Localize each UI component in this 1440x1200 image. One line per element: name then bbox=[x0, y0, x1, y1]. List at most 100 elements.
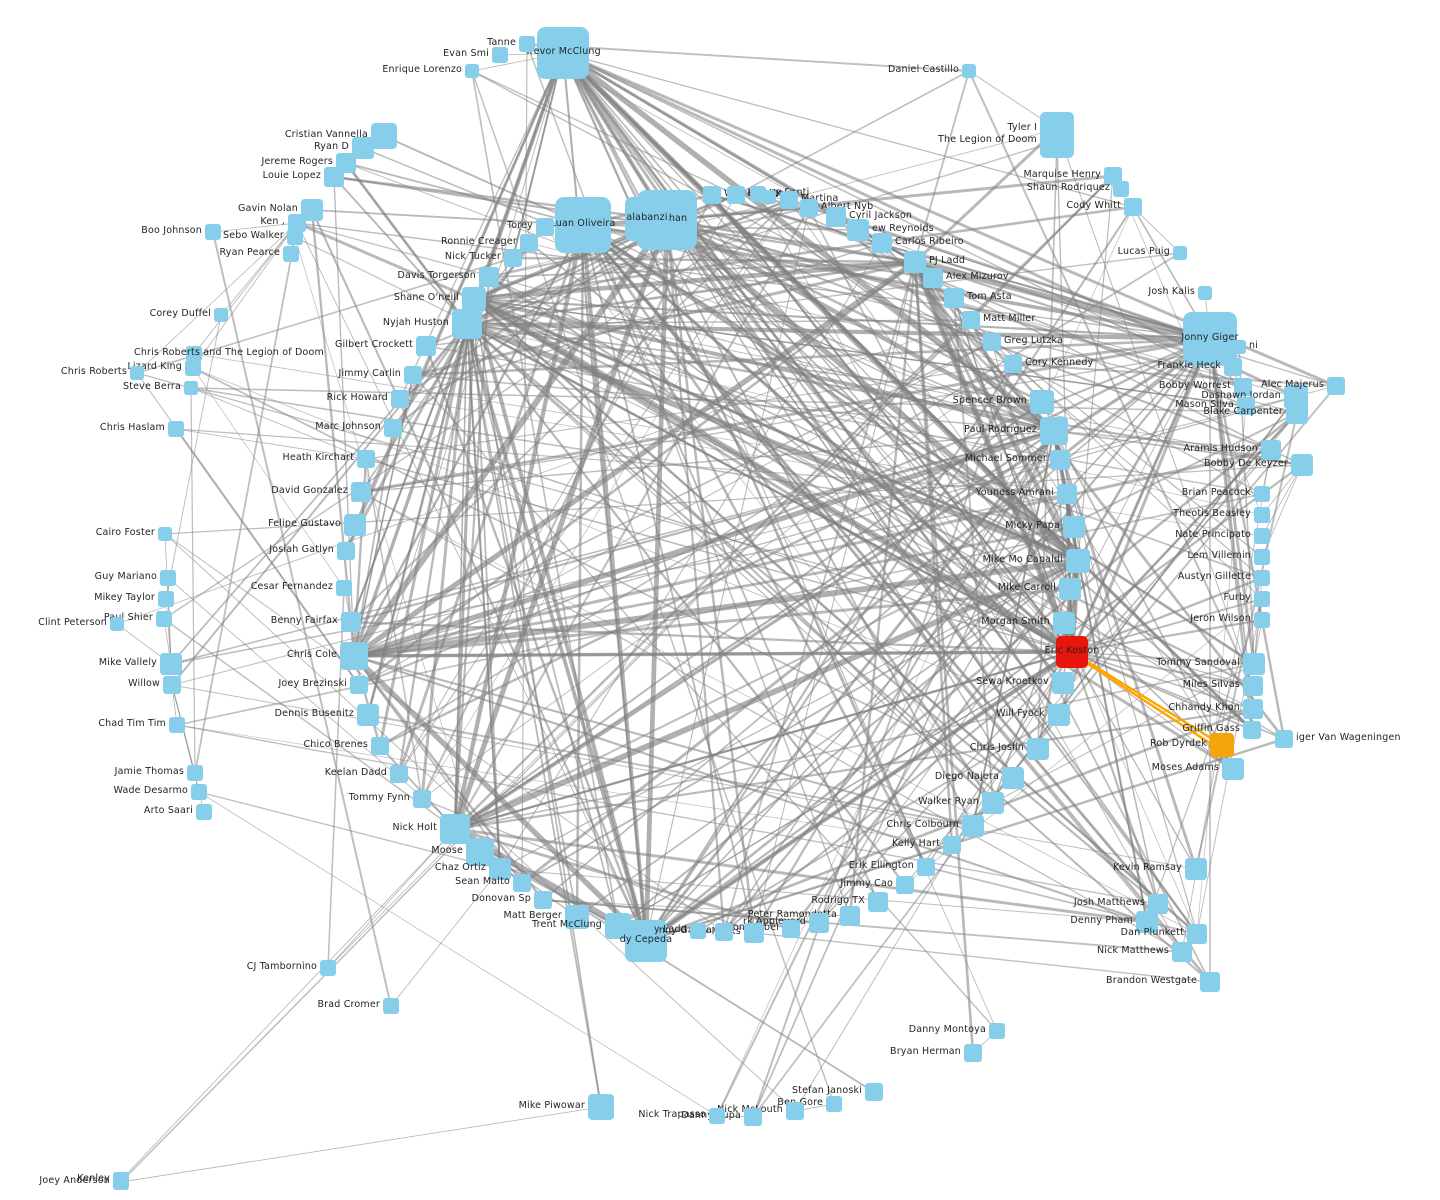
graph-node[interactable] bbox=[1113, 181, 1129, 197]
graph-node[interactable] bbox=[625, 197, 669, 241]
graph-node[interactable] bbox=[904, 251, 926, 273]
graph-node[interactable] bbox=[744, 1108, 762, 1126]
graph-node[interactable] bbox=[1052, 672, 1074, 694]
graph-node[interactable] bbox=[191, 784, 207, 800]
graph-node[interactable] bbox=[1275, 730, 1293, 748]
graph-node[interactable] bbox=[982, 792, 1004, 814]
graph-node[interactable] bbox=[1254, 528, 1270, 544]
graph-node[interactable] bbox=[320, 960, 336, 976]
graph-node[interactable] bbox=[185, 360, 201, 376]
graph-node[interactable] bbox=[1002, 767, 1024, 789]
graph-node[interactable] bbox=[847, 219, 869, 241]
graph-node[interactable] bbox=[336, 580, 352, 596]
graph-node[interactable] bbox=[989, 1023, 1005, 1039]
graph-node[interactable] bbox=[324, 167, 344, 187]
graph-node[interactable] bbox=[896, 876, 914, 894]
graph-node[interactable] bbox=[350, 676, 368, 694]
graph-node[interactable] bbox=[715, 923, 733, 941]
graph-node[interactable] bbox=[160, 570, 176, 586]
graph-node[interactable] bbox=[1254, 549, 1270, 565]
graph-node[interactable] bbox=[1173, 246, 1187, 260]
graph-node[interactable] bbox=[413, 790, 431, 808]
graph-node[interactable] bbox=[110, 617, 124, 631]
graph-node[interactable] bbox=[416, 336, 436, 356]
graph-node[interactable] bbox=[1066, 549, 1090, 573]
graph-node[interactable] bbox=[1210, 733, 1234, 757]
graph-node[interactable] bbox=[205, 224, 221, 240]
graph-node[interactable] bbox=[690, 923, 706, 939]
graph-node[interactable] bbox=[534, 891, 552, 909]
graph-node[interactable] bbox=[1136, 911, 1158, 933]
graph-node[interactable] bbox=[168, 421, 184, 437]
graph-node[interactable] bbox=[762, 190, 776, 204]
graph-node[interactable] bbox=[187, 765, 203, 781]
graph-node[interactable] bbox=[923, 268, 943, 288]
graph-node[interactable] bbox=[163, 676, 181, 694]
graph-node[interactable] bbox=[489, 858, 511, 880]
graph-node[interactable] bbox=[744, 923, 764, 943]
graph-node[interactable] bbox=[1040, 417, 1068, 445]
graph-node[interactable] bbox=[1040, 124, 1074, 158]
graph-node[interactable] bbox=[1254, 486, 1270, 502]
graph-node[interactable] bbox=[782, 920, 800, 938]
graph-node[interactable] bbox=[962, 815, 984, 837]
graph-node[interactable] bbox=[352, 137, 374, 159]
graph-node[interactable] bbox=[513, 874, 531, 892]
graph-node[interactable] bbox=[184, 381, 198, 395]
graph-node[interactable] bbox=[809, 913, 829, 933]
graph-node[interactable] bbox=[1243, 653, 1265, 675]
graph-node[interactable] bbox=[504, 249, 522, 267]
graph-node[interactable] bbox=[158, 527, 172, 541]
graph-node[interactable] bbox=[1198, 286, 1212, 300]
graph-node[interactable] bbox=[452, 309, 482, 339]
graph-node[interactable] bbox=[1254, 591, 1270, 607]
graph-node[interactable] bbox=[1059, 578, 1081, 600]
graph-node[interactable] bbox=[156, 611, 172, 627]
graph-node[interactable] bbox=[169, 717, 185, 733]
graph-node[interactable] bbox=[1027, 738, 1049, 760]
graph-node[interactable] bbox=[780, 191, 798, 209]
graph-node[interactable] bbox=[1148, 894, 1168, 914]
graph-node[interactable] bbox=[1030, 390, 1054, 414]
graph-node[interactable] bbox=[962, 311, 980, 329]
graph-node[interactable] bbox=[917, 858, 935, 876]
graph-node[interactable] bbox=[1243, 699, 1263, 719]
graph-node[interactable] bbox=[1048, 704, 1070, 726]
graph-node[interactable] bbox=[800, 199, 818, 217]
graph-node[interactable] bbox=[371, 737, 389, 755]
graph-node[interactable] bbox=[158, 591, 174, 607]
graph-node[interactable] bbox=[196, 804, 212, 820]
graph-node[interactable] bbox=[536, 218, 554, 236]
graph-node[interactable] bbox=[440, 814, 470, 844]
graph-node[interactable] bbox=[1104, 167, 1122, 185]
graph-node[interactable] bbox=[786, 1102, 804, 1120]
graph-node[interactable] bbox=[962, 64, 976, 78]
graph-node[interactable] bbox=[727, 186, 745, 204]
graph-node[interactable] bbox=[357, 704, 379, 726]
graph-node[interactable] bbox=[1050, 450, 1070, 470]
graph-node[interactable] bbox=[840, 906, 860, 926]
graph-node[interactable] bbox=[1187, 924, 1207, 944]
graph-node[interactable] bbox=[625, 920, 667, 962]
graph-node[interactable] bbox=[1232, 340, 1246, 354]
graph-node[interactable] bbox=[160, 653, 182, 675]
graph-node[interactable] bbox=[384, 419, 402, 437]
graph-node[interactable] bbox=[1254, 507, 1270, 523]
graph-node[interactable] bbox=[383, 998, 399, 1014]
graph-node[interactable] bbox=[214, 308, 228, 322]
graph-node[interactable] bbox=[983, 333, 1001, 351]
graph-node[interactable] bbox=[465, 64, 479, 78]
graph-node[interactable] bbox=[287, 229, 303, 245]
graph-node[interactable] bbox=[113, 1174, 129, 1190]
graph-node[interactable] bbox=[826, 1096, 842, 1112]
graph-node[interactable] bbox=[1254, 570, 1270, 586]
graph-node[interactable] bbox=[341, 612, 361, 632]
graph-node[interactable] bbox=[703, 186, 721, 204]
graph-node[interactable] bbox=[1237, 397, 1255, 415]
graph-node[interactable] bbox=[872, 233, 892, 253]
graph-node[interactable] bbox=[391, 390, 409, 408]
graph-node[interactable] bbox=[537, 27, 589, 79]
graph-node[interactable] bbox=[186, 346, 202, 362]
graph-node[interactable] bbox=[1291, 454, 1313, 476]
